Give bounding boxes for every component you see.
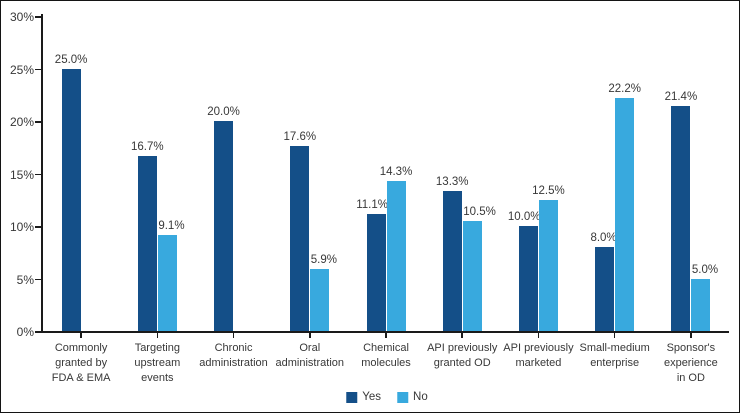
bar-value-label: 25.0% <box>54 53 88 66</box>
x-axis-tick <box>690 333 692 338</box>
y-axis-tick <box>35 16 41 18</box>
x-axis-tick <box>309 333 311 338</box>
legend-swatch-yes <box>346 391 358 403</box>
legend-label-yes: Yes <box>362 391 382 403</box>
bar-value-label: 14.3% <box>379 165 413 178</box>
y-axis-tick <box>35 331 41 333</box>
y-axis-line <box>41 14 43 333</box>
bar-yes <box>671 106 691 331</box>
y-axis-label: 10% <box>9 220 34 234</box>
bar-value-label: 10.5% <box>463 205 496 218</box>
x-axis-tick <box>537 333 540 338</box>
x-axis-tick <box>461 333 463 338</box>
bar-no <box>386 180 406 331</box>
bar-no <box>538 199 558 331</box>
bar-value-label: 16.7% <box>131 140 164 153</box>
y-axis-label: 25% <box>9 62 34 77</box>
bar-value-label: 12.5% <box>532 184 565 197</box>
y-axis-label: 0% <box>16 325 34 339</box>
y-axis-label: 5% <box>16 272 34 287</box>
x-axis-category-label: Commonly granted by FDA & EMA <box>51 342 111 384</box>
x-axis-category-label: API previously marketed <box>503 342 574 369</box>
bar-yes <box>61 68 81 331</box>
y-axis-tick <box>35 121 41 123</box>
bar-yes <box>366 214 386 331</box>
bar-value-label: 13.3% <box>435 176 469 189</box>
x-axis-tick <box>156 333 159 338</box>
bar-no <box>310 269 330 331</box>
x-axis-category-label: Targeting upstream events <box>134 342 181 384</box>
bar-no <box>691 278 711 331</box>
y-axis-label: 15% <box>9 167 34 182</box>
legend-swatch-no <box>397 391 409 403</box>
bar-yes <box>442 191 462 331</box>
x-axis-category-label: Chemical molecules <box>361 342 411 369</box>
y-axis-label: 30% <box>9 10 34 24</box>
bar-no <box>462 220 482 331</box>
x-axis-tick <box>613 333 616 338</box>
bar-no <box>615 97 635 331</box>
bar-yes <box>595 247 615 331</box>
bar-value-label: 8.0% <box>590 232 617 244</box>
bar-value-label: 9.1% <box>158 220 185 233</box>
y-axis-tick <box>35 226 41 228</box>
x-axis-tick <box>385 333 387 338</box>
legend-item-no: No <box>397 391 428 403</box>
bar-yes <box>518 226 538 331</box>
legend-label-no: No <box>413 391 428 403</box>
x-axis-category-label: API previously granted OD <box>427 342 498 369</box>
legend-item-yes: Yes <box>346 391 381 403</box>
bar-no <box>157 235 177 331</box>
y-axis-label: 20% <box>9 115 34 129</box>
bar-value-label: 21.4% <box>664 91 698 104</box>
x-axis-category-label: Small-medium enterprise <box>579 342 650 369</box>
bar-value-label: 5.0% <box>691 263 719 276</box>
x-axis-category-label: Oral administration <box>275 342 344 369</box>
bar-yes <box>137 155 157 331</box>
bar-value-label: 22.2% <box>608 82 641 95</box>
bar-value-label: 17.6% <box>283 131 317 144</box>
y-axis-tick <box>35 173 41 176</box>
x-axis-category-label: Chronic administration <box>199 342 268 369</box>
legend: Yes No <box>346 391 428 403</box>
bar-value-label: 11.1% <box>356 199 388 212</box>
bar-value-label: 10.0% <box>507 211 541 223</box>
x-axis-tick <box>232 333 235 338</box>
x-axis-category-label: Sponsor's experience in OD <box>663 342 718 384</box>
bar-value-label: 5.9% <box>310 254 337 267</box>
x-axis-tick <box>80 333 82 338</box>
bar-yes <box>290 146 310 331</box>
y-axis-tick <box>35 278 41 281</box>
x-axis-line <box>41 331 729 333</box>
y-axis-tick <box>35 68 41 71</box>
bar-yes <box>214 121 234 331</box>
bar-value-label: 20.0% <box>207 106 240 118</box>
